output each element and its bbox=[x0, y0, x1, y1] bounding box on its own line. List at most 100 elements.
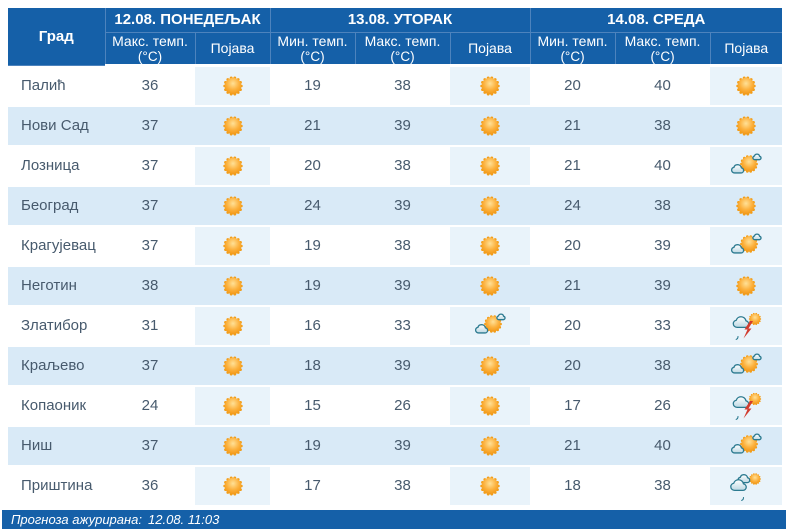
tuesday-min-cell: 15 bbox=[270, 385, 355, 427]
wednesday-icon-cell bbox=[710, 105, 783, 147]
sunny-icon bbox=[216, 471, 250, 501]
wednesday-min-cell: 24 bbox=[530, 185, 616, 227]
tuesday-max-cell: 39 bbox=[355, 105, 450, 147]
wednesday-icon-cell bbox=[710, 145, 783, 187]
partly-cloudy-icon bbox=[729, 231, 763, 261]
sunny-icon bbox=[473, 351, 507, 381]
tuesday-max-cell: 39 bbox=[355, 345, 450, 387]
city-cell: Лозница bbox=[8, 145, 105, 187]
tuesday-min-cell: 24 bbox=[270, 185, 355, 227]
monday-max-cell: 36 bbox=[105, 465, 195, 507]
status-label: Прогноза ажурирана: bbox=[11, 511, 143, 527]
day-header-monday: 12.08. ПОНЕДЕЉАК bbox=[104, 8, 270, 33]
tuesday-min-cell: 16 bbox=[270, 305, 355, 347]
city-cell: Београд bbox=[8, 185, 105, 227]
tuesday-icon-cell bbox=[450, 145, 531, 187]
wednesday-min-cell: 21 bbox=[530, 425, 616, 467]
monday-icon-cell bbox=[195, 185, 270, 227]
col-header-mon-phenomenon: Појава bbox=[194, 32, 270, 68]
sunny-icon bbox=[216, 231, 250, 261]
column-header-row: Макс. темп. (°C) Појава Мин. темп. (°C) Ма… bbox=[8, 32, 783, 68]
sunny-icon bbox=[473, 111, 507, 141]
wednesday-min-cell: 21 bbox=[530, 145, 616, 187]
monday-max-cell: 37 bbox=[105, 225, 195, 267]
col-header-wed-min: Мин. темп. (°C) bbox=[529, 32, 616, 68]
monday-icon-cell bbox=[195, 65, 270, 107]
tuesday-icon-cell bbox=[450, 265, 531, 307]
sunny-icon bbox=[473, 271, 507, 301]
wednesday-min-cell: 20 bbox=[530, 225, 616, 267]
table-row: Лозница 37 20 38 21 40 bbox=[8, 145, 783, 187]
monday-icon-cell bbox=[195, 145, 270, 187]
tuesday-icon-cell bbox=[450, 185, 531, 227]
mostly-cloudy-drizzle-icon bbox=[729, 471, 763, 501]
table-row: Крагујевац 37 19 38 20 39 bbox=[8, 225, 783, 267]
day-header-tuesday: 13.08. УТОРАК bbox=[269, 8, 531, 33]
monday-max-cell: 37 bbox=[105, 105, 195, 147]
wednesday-max-cell: 33 bbox=[615, 305, 711, 347]
city-cell: Палић bbox=[8, 65, 105, 107]
tuesday-icon-cell bbox=[450, 305, 531, 347]
monday-max-cell: 31 bbox=[105, 305, 195, 347]
wednesday-icon-cell bbox=[710, 305, 783, 347]
tuesday-icon-cell bbox=[450, 105, 531, 147]
monday-icon-cell bbox=[195, 425, 270, 467]
city-column-header: Град bbox=[8, 8, 106, 67]
wednesday-min-cell: 20 bbox=[530, 65, 616, 107]
partly-cloudy-icon bbox=[729, 351, 763, 381]
sunny-icon bbox=[473, 231, 507, 261]
wednesday-max-cell: 38 bbox=[615, 465, 711, 507]
wednesday-max-cell: 39 bbox=[615, 265, 711, 307]
tuesday-max-cell: 33 bbox=[355, 305, 450, 347]
tuesday-icon-cell bbox=[450, 65, 531, 107]
tuesday-min-cell: 18 bbox=[270, 345, 355, 387]
table-row: Неготин 38 19 39 21 39 bbox=[8, 265, 783, 307]
tuesday-max-cell: 39 bbox=[355, 185, 450, 227]
monday-icon-cell bbox=[195, 105, 270, 147]
monday-max-cell: 37 bbox=[105, 145, 195, 187]
tuesday-icon-cell bbox=[450, 385, 531, 427]
tuesday-min-cell: 20 bbox=[270, 145, 355, 187]
sunny-icon bbox=[216, 151, 250, 181]
monday-icon-cell bbox=[195, 305, 270, 347]
wednesday-max-cell: 40 bbox=[615, 65, 711, 107]
col-header-tue-max: Макс. темп. (°C) bbox=[354, 32, 450, 68]
monday-max-cell: 24 bbox=[105, 385, 195, 427]
tuesday-max-cell: 26 bbox=[355, 385, 450, 427]
table-row: Копаоник 24 15 26 17 26 bbox=[8, 385, 783, 427]
col-header-tue-phenomenon: Појава bbox=[449, 32, 531, 68]
table-row: Ниш 37 19 39 21 40 bbox=[8, 425, 783, 467]
partly-cloudy-icon bbox=[729, 151, 763, 181]
city-cell: Приштина bbox=[8, 465, 105, 507]
sunny-icon bbox=[216, 111, 250, 141]
sunny-icon bbox=[216, 431, 250, 461]
wednesday-min-cell: 20 bbox=[530, 305, 616, 347]
sunny-icon bbox=[473, 71, 507, 101]
col-header-tue-min: Мин. темп. (°C) bbox=[269, 32, 355, 68]
col-header-wed-max: Макс. темп. (°C) bbox=[614, 32, 711, 68]
sunny-icon bbox=[473, 151, 507, 181]
table-row: Палић 36 19 38 20 40 bbox=[8, 65, 783, 107]
tuesday-icon-cell bbox=[450, 345, 531, 387]
day-header-wednesday: 14.08. СРЕДА bbox=[529, 8, 783, 33]
sunny-icon bbox=[216, 191, 250, 221]
wednesday-icon-cell bbox=[710, 425, 783, 467]
tuesday-min-cell: 19 bbox=[270, 265, 355, 307]
sunny-icon bbox=[473, 391, 507, 421]
monday-icon-cell bbox=[195, 225, 270, 267]
sunny-icon bbox=[216, 391, 250, 421]
monday-max-cell: 37 bbox=[105, 345, 195, 387]
city-cell: Краљево bbox=[8, 345, 105, 387]
tuesday-max-cell: 38 bbox=[355, 465, 450, 507]
tuesday-icon-cell bbox=[450, 465, 531, 507]
sunny-icon bbox=[216, 271, 250, 301]
tuesday-icon-cell bbox=[450, 425, 531, 467]
wednesday-max-cell: 38 bbox=[615, 345, 711, 387]
sunny-icon bbox=[473, 431, 507, 461]
tuesday-max-cell: 38 bbox=[355, 225, 450, 267]
forecast-widget: Град 12.08. ПОНЕДЕЉАК 13.08. УТОРАК 14.0… bbox=[8, 8, 783, 507]
day-header-row: Град 12.08. ПОНЕДЕЉАК 13.08. УТОРАК 14.0… bbox=[8, 8, 783, 67]
sunny-icon bbox=[216, 71, 250, 101]
city-cell: Неготин bbox=[8, 265, 105, 307]
sunny-icon bbox=[473, 471, 507, 501]
